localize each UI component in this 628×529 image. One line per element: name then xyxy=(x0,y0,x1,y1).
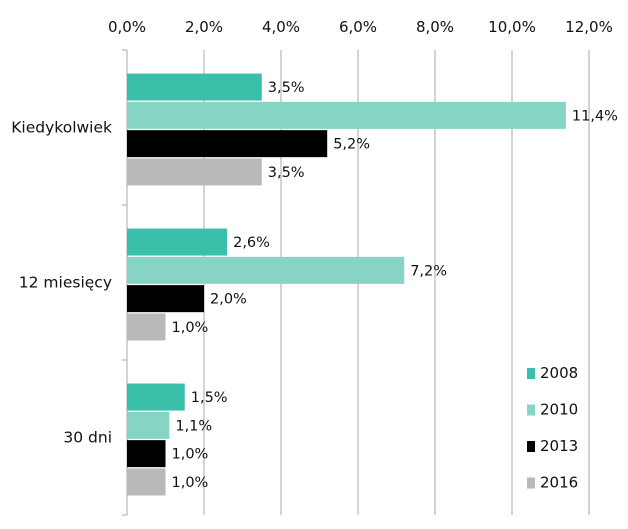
legend-swatch-2008 xyxy=(527,368,535,379)
data-label: 1,1% xyxy=(175,418,212,434)
legend-label: 2016 xyxy=(540,474,578,492)
data-label: 3,5% xyxy=(268,80,305,96)
data-label: 11,4% xyxy=(572,108,618,124)
bar-2010-3 xyxy=(127,411,170,439)
category-label: 30 dni xyxy=(63,429,112,447)
bar-2013-1 xyxy=(127,130,328,158)
data-labels: 3,5%11,4%5,2%3,5%2,6%7,2%2,0%1,0%1,5%1,1… xyxy=(172,80,618,491)
data-label: 1,5% xyxy=(191,390,228,406)
data-label: 1,0% xyxy=(172,475,209,491)
bar-2008-3 xyxy=(127,383,185,411)
bar-2008-1 xyxy=(127,73,262,101)
bar-2013-3 xyxy=(127,440,166,468)
x-tick-label: 12,0% xyxy=(565,18,613,36)
category-label: 12 miesięcy xyxy=(19,274,112,292)
x-tick-label: 0,0% xyxy=(108,18,146,36)
x-tick-label: 4,0% xyxy=(262,18,300,36)
bar-2010-1 xyxy=(127,101,566,129)
data-label: 1,0% xyxy=(172,320,209,336)
bar-2016-3 xyxy=(127,468,166,496)
x-axis-ticks: 0,0% 2,0% 4,0% 6,0% 8,0% 10,0% 12,0% xyxy=(108,18,613,36)
bar-2008-2 xyxy=(127,228,228,256)
legend-swatch-2016 xyxy=(527,477,535,489)
bars xyxy=(127,73,566,496)
x-tick-label: 10,0% xyxy=(488,18,536,36)
y-axis xyxy=(122,49,128,516)
data-label: 1,0% xyxy=(172,447,209,463)
bar-2016-1 xyxy=(127,158,262,186)
legend-label: 2008 xyxy=(540,364,578,382)
data-label: 3,5% xyxy=(268,165,305,181)
data-label: 7,2% xyxy=(410,263,447,279)
category-labels: Kiedykolwiek 12 miesięcy 30 dni xyxy=(11,119,112,447)
bar-2013-2 xyxy=(127,285,204,313)
x-tick-label: 2,0% xyxy=(185,18,223,36)
bar-2010-2 xyxy=(127,256,405,284)
legend-label: 2013 xyxy=(540,437,578,455)
data-label: 2,0% xyxy=(210,292,247,308)
bar-2016-2 xyxy=(127,313,166,341)
legend-label: 2010 xyxy=(540,401,578,419)
legend: 2008 2010 2013 2016 xyxy=(527,364,578,492)
x-tick-label: 8,0% xyxy=(416,18,454,36)
legend-swatch-2013 xyxy=(527,441,535,452)
data-label: 2,6% xyxy=(233,235,270,251)
x-tick-label: 6,0% xyxy=(339,18,377,36)
legend-swatch-2010 xyxy=(527,404,535,416)
category-label: Kiedykolwiek xyxy=(11,119,112,137)
data-label: 5,2% xyxy=(333,137,370,153)
